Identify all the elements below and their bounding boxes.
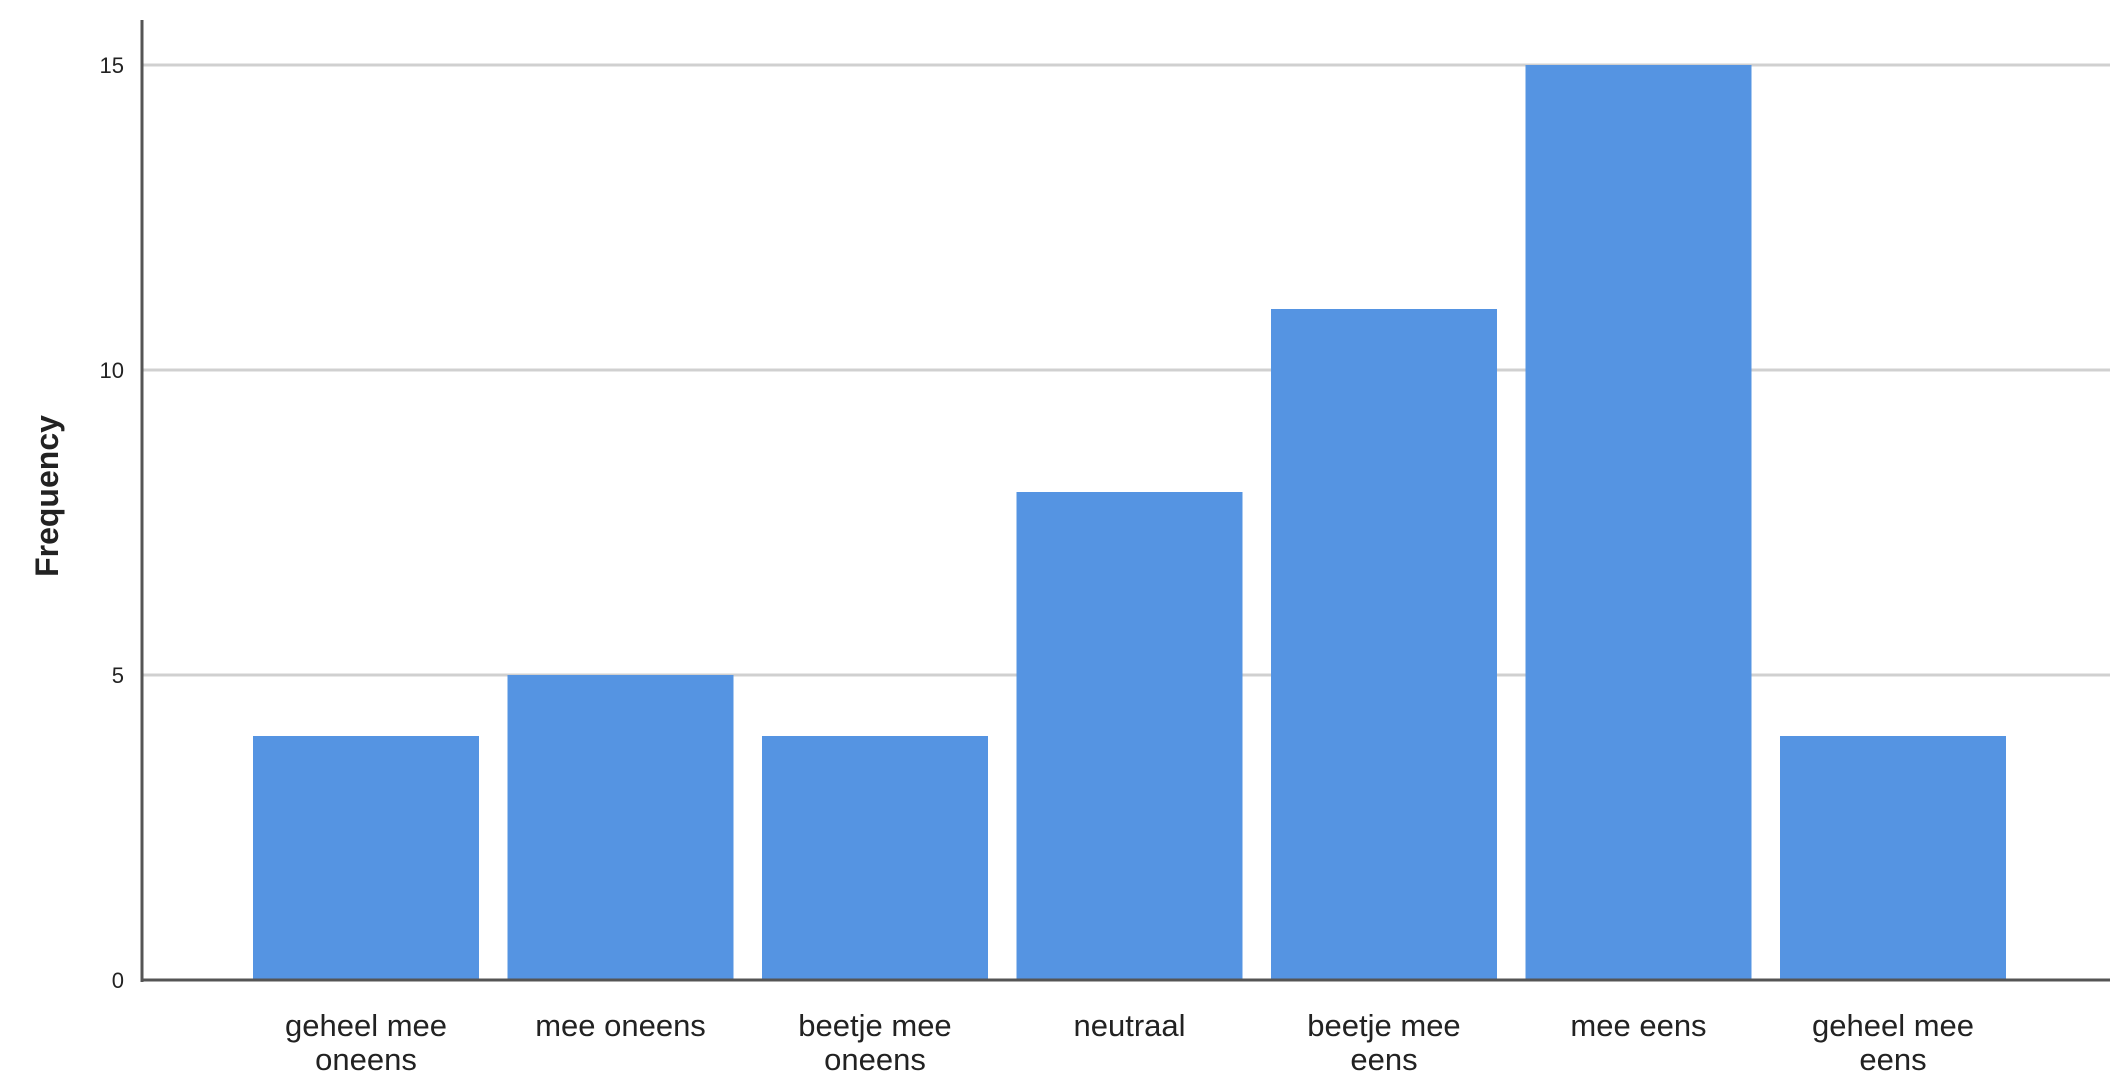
x-category-labels: geheel mee oneens mee oneens beetje mee onee… [285, 1008, 1974, 1077]
axes [140, 20, 2110, 982]
y-axis-title: Frequency [29, 415, 65, 577]
bar [1525, 65, 1752, 980]
y-tick-label: 10 [100, 358, 124, 383]
bars [253, 65, 2006, 980]
x-category-label: beetje mee eens [1307, 1008, 1460, 1077]
bar [253, 736, 479, 980]
x-category-label: mee oneens [535, 1008, 706, 1043]
bar [762, 736, 988, 980]
x-category-label: mee eens [1570, 1008, 1706, 1043]
x-category-label: neutraal [1073, 1008, 1185, 1043]
bar [1271, 309, 1497, 980]
y-tick-label: 5 [112, 663, 124, 688]
x-category-label: geheel mee oneens [285, 1008, 447, 1077]
y-tick-label: 0 [112, 968, 124, 993]
bar [1016, 492, 1243, 980]
x-category-label: beetje mee oneens [798, 1008, 951, 1077]
y-tick-label: 15 [100, 53, 124, 78]
x-category-label: geheel mee eens [1812, 1008, 1974, 1077]
y-tick-labels: 0 5 10 15 [100, 53, 124, 993]
bar [507, 675, 734, 980]
bar [1780, 736, 2006, 980]
